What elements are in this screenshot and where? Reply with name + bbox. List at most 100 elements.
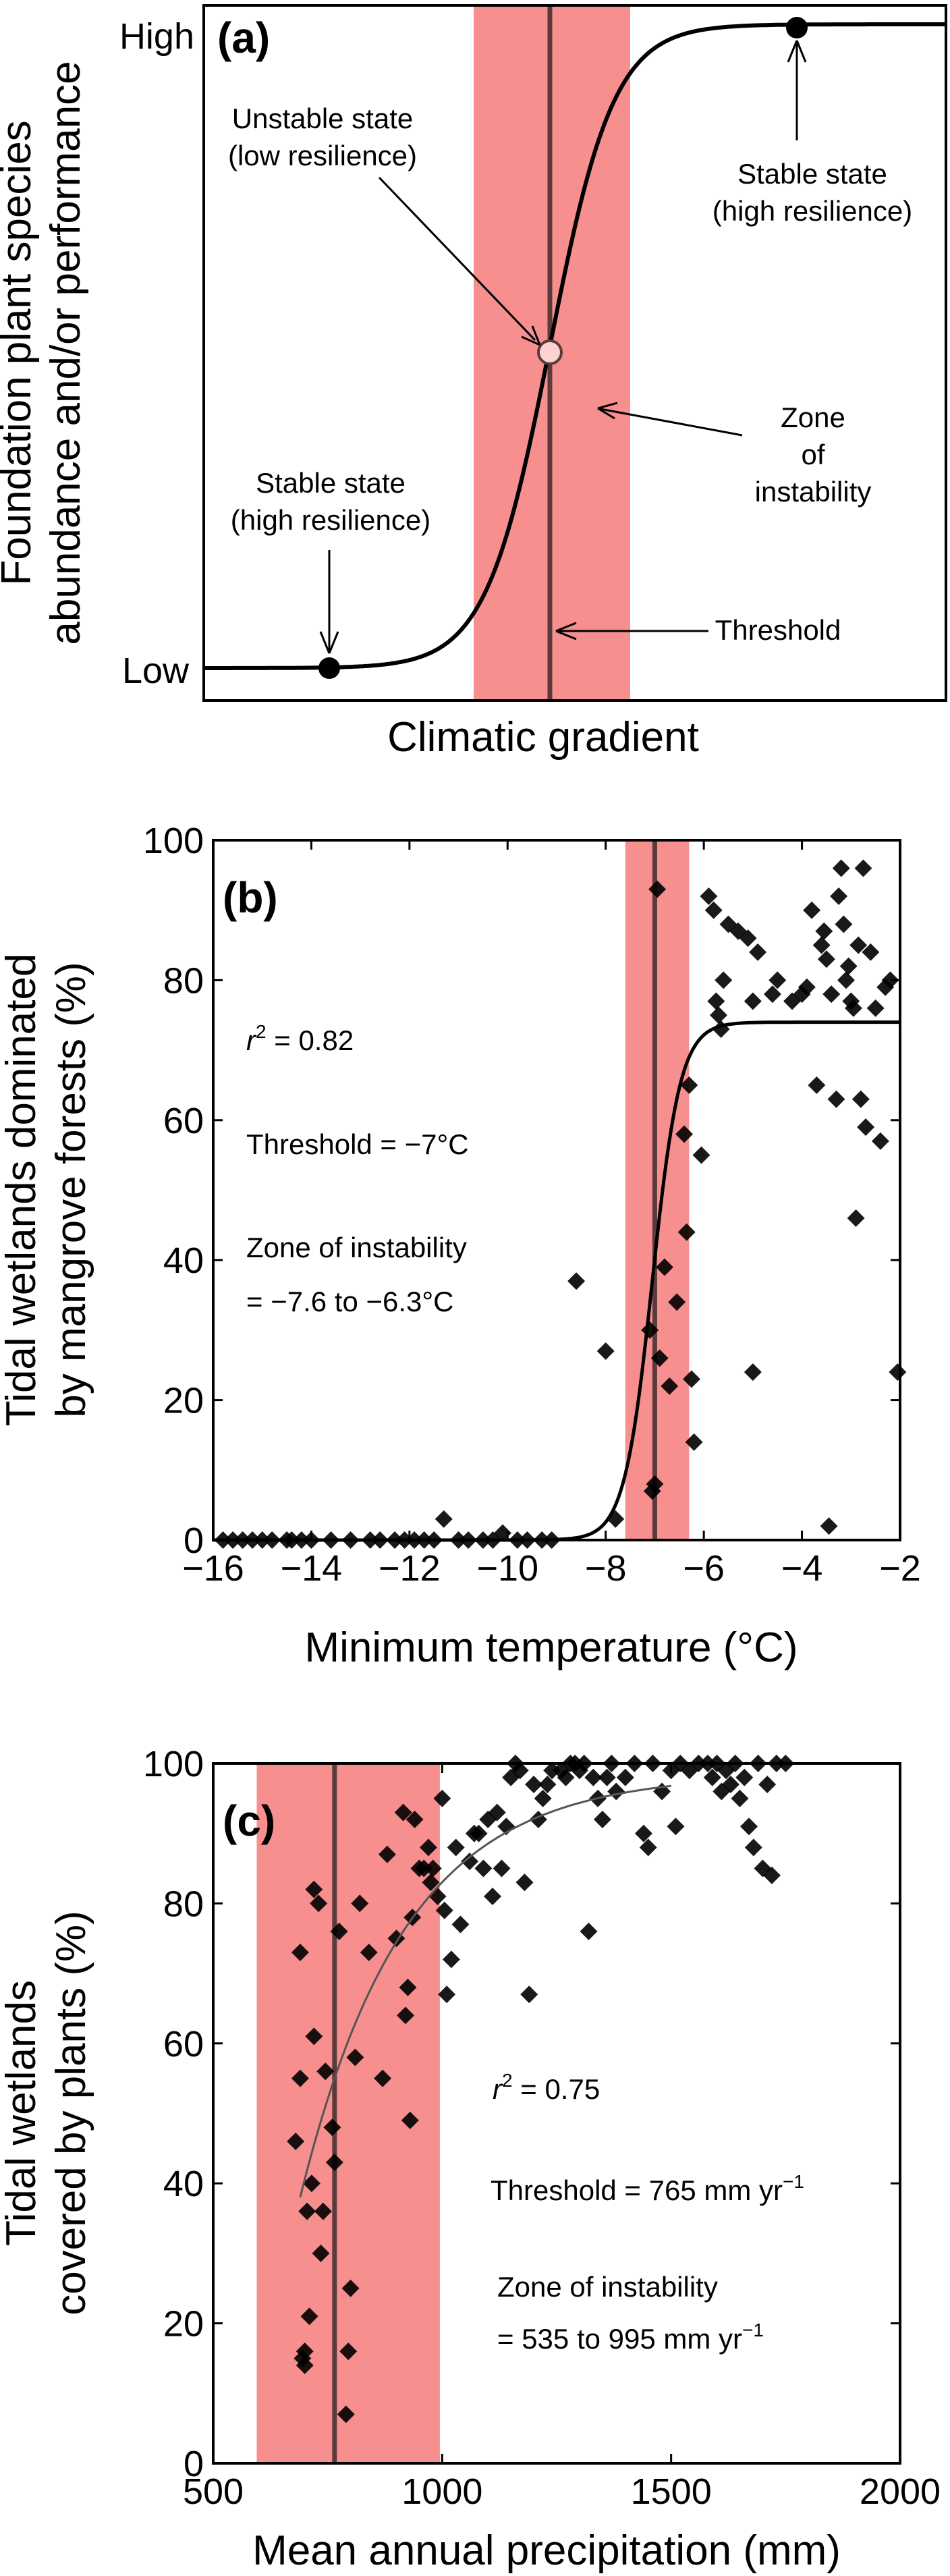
panel-a-stable-top-label: Stable state [737, 158, 887, 190]
panel-a-unstable-label: Unstable state [232, 103, 414, 134]
panel-c-ytick-label: 100 [143, 1744, 204, 1784]
panel-b-data-point [596, 1342, 615, 1361]
panel-a-unstable-label-2: (low resilience) [228, 140, 417, 171]
panel-c-ylabel: Tidal wetlands [0, 1980, 45, 2246]
panel-b-r2: r2 = 0.82 [246, 1021, 354, 1056]
panel-c-data-point [415, 1859, 433, 1878]
panel-c-data-point [447, 1838, 465, 1857]
panel-c-data-point [451, 1915, 470, 1934]
panel-b-xtick-label: −14 [281, 1548, 343, 1589]
panel-b-data-point [567, 1272, 586, 1290]
panel-c-data-point [474, 1859, 493, 1878]
panel-c-data-point [291, 2069, 309, 2087]
panel-b-data-point [655, 1258, 673, 1276]
panel-a-zone-arrowhead [597, 402, 618, 420]
panel-b-data-point [817, 950, 835, 968]
panel-c-data-point [394, 1803, 412, 1821]
panel-c-data-point [488, 1803, 506, 1821]
panel-b-data-point [707, 992, 725, 1010]
panel-c-data-point [419, 1838, 437, 1857]
panel-b-data-point [847, 1209, 865, 1227]
panel-c-data-point [735, 1768, 754, 1786]
panel-b-ytick-label: 100 [143, 821, 204, 861]
panel-c-data-point [424, 1859, 442, 1878]
panel-c-data-point [397, 2006, 415, 2025]
panel-c-data-point [305, 2027, 323, 2046]
panel-c-data-point [360, 1943, 378, 1961]
panel-a-stable-top-label-2: (high resilience) [712, 195, 912, 227]
panel-c-ytick-label: 80 [163, 1884, 204, 1924]
panel-a-threshold-label: Threshold [715, 614, 841, 646]
panel-c-data-point [667, 1817, 685, 1836]
panel-b-xtick-label: −4 [781, 1548, 823, 1589]
panel-c-data-point [511, 1761, 529, 1780]
panel-b-data-point [668, 1293, 686, 1311]
panel-b-xlabel: Minimum temperature (°C) [304, 1624, 798, 1671]
panel-a-stable-point-high [786, 17, 808, 38]
panel-c-data-point [316, 2062, 335, 2081]
panel-b-data-point [889, 1363, 907, 1381]
panel-b-xtick-label: −8 [585, 1548, 627, 1589]
panel-c-data-point [721, 1776, 739, 1794]
panel-c-data-point [435, 1901, 453, 1919]
panel-b-data-point [798, 978, 816, 996]
panel-c-data-point [323, 2118, 341, 2137]
panel-a-ytick-low: Low [122, 651, 190, 691]
panel-b-zone-text-2: = −7.6 to −6.3°C [246, 1286, 454, 1317]
panel-b-xtick-label: −16 [182, 1548, 244, 1589]
panel-b-ytick-label: 20 [163, 1381, 204, 1421]
panel-b-data-point [661, 1377, 679, 1395]
panel-a-zone-label-2: of [801, 439, 825, 470]
panel-c-data-point [341, 2279, 360, 2297]
panel-b-ytick-label: 60 [163, 1101, 204, 1141]
panel-a-axes-frame [202, 4, 947, 702]
panel-c-r2: r2 = 0.75 [493, 2070, 600, 2105]
panel-c-data-point [534, 1789, 552, 1807]
panel-c-data-point [339, 2342, 358, 2361]
panel-b-data-point [854, 859, 872, 877]
panel-b-threshold-text: Threshold = −7°C [246, 1128, 469, 1160]
panel-c-ticks: 500 1000 1500 2000 0 20 40 60 80 100 [143, 1744, 941, 2512]
panel-c-data-point [593, 1810, 611, 1828]
panel-a-stable-top-arrowhead [787, 40, 807, 63]
panel-b-ticks: −16 −14 −12 −10 −8 −6 −4 −2 0 20 40 60 80 100 [143, 821, 921, 1589]
panel-b-data-point [839, 957, 858, 975]
panel-b-data-point [866, 999, 885, 1017]
panel-c-data-point [296, 2356, 314, 2374]
panel-b-data-point [700, 887, 718, 905]
panel-b-data-point [646, 1475, 664, 1493]
panel-b-data-point [680, 1076, 698, 1094]
panel-c-data-point [598, 1768, 616, 1786]
panel-b-data-point [650, 1349, 669, 1367]
panel-c-data-point [433, 1789, 451, 1807]
panel-b-data-point [881, 971, 899, 989]
panel-b-data-point [832, 859, 850, 877]
panel-c-data-point [493, 1859, 511, 1878]
panel-c-data-point [483, 1888, 501, 1906]
panel-b-ytick-label: 80 [163, 960, 204, 1001]
panel-b-data-point [844, 999, 862, 1017]
panel-c-axes-frame [212, 1762, 901, 2465]
panel-b-data-point [857, 1118, 875, 1136]
panel-c-fit-curve [299, 1784, 671, 2198]
panel-c-data-point [399, 1978, 417, 1996]
panel-b-data-point [815, 922, 833, 940]
panel-b-data-point [675, 1125, 694, 1143]
panel-c-xtick-label: 1500 [631, 2471, 712, 2512]
panel-c-data-point [314, 2202, 332, 2220]
panel-a-zone-label: Zone [781, 402, 845, 433]
panel-c-data-point [406, 1810, 424, 1828]
panel-a-label: (a) [217, 13, 270, 62]
panel-a-unstable-arrow [378, 176, 536, 341]
panel-c-data-point [762, 1866, 781, 1884]
panel-b-data-point [677, 1223, 696, 1241]
panel-b-xtick-label: −2 [879, 1548, 921, 1589]
panel-b-fit-curve [213, 1020, 900, 1542]
panel-c-data-point [442, 1950, 460, 1969]
panel-b-data-point [648, 880, 667, 898]
panel-b-data-point [871, 1132, 889, 1150]
panel-c-data-point [703, 1768, 721, 1786]
panel-c-data-point [744, 1838, 762, 1857]
panel-b-points [214, 859, 907, 1549]
